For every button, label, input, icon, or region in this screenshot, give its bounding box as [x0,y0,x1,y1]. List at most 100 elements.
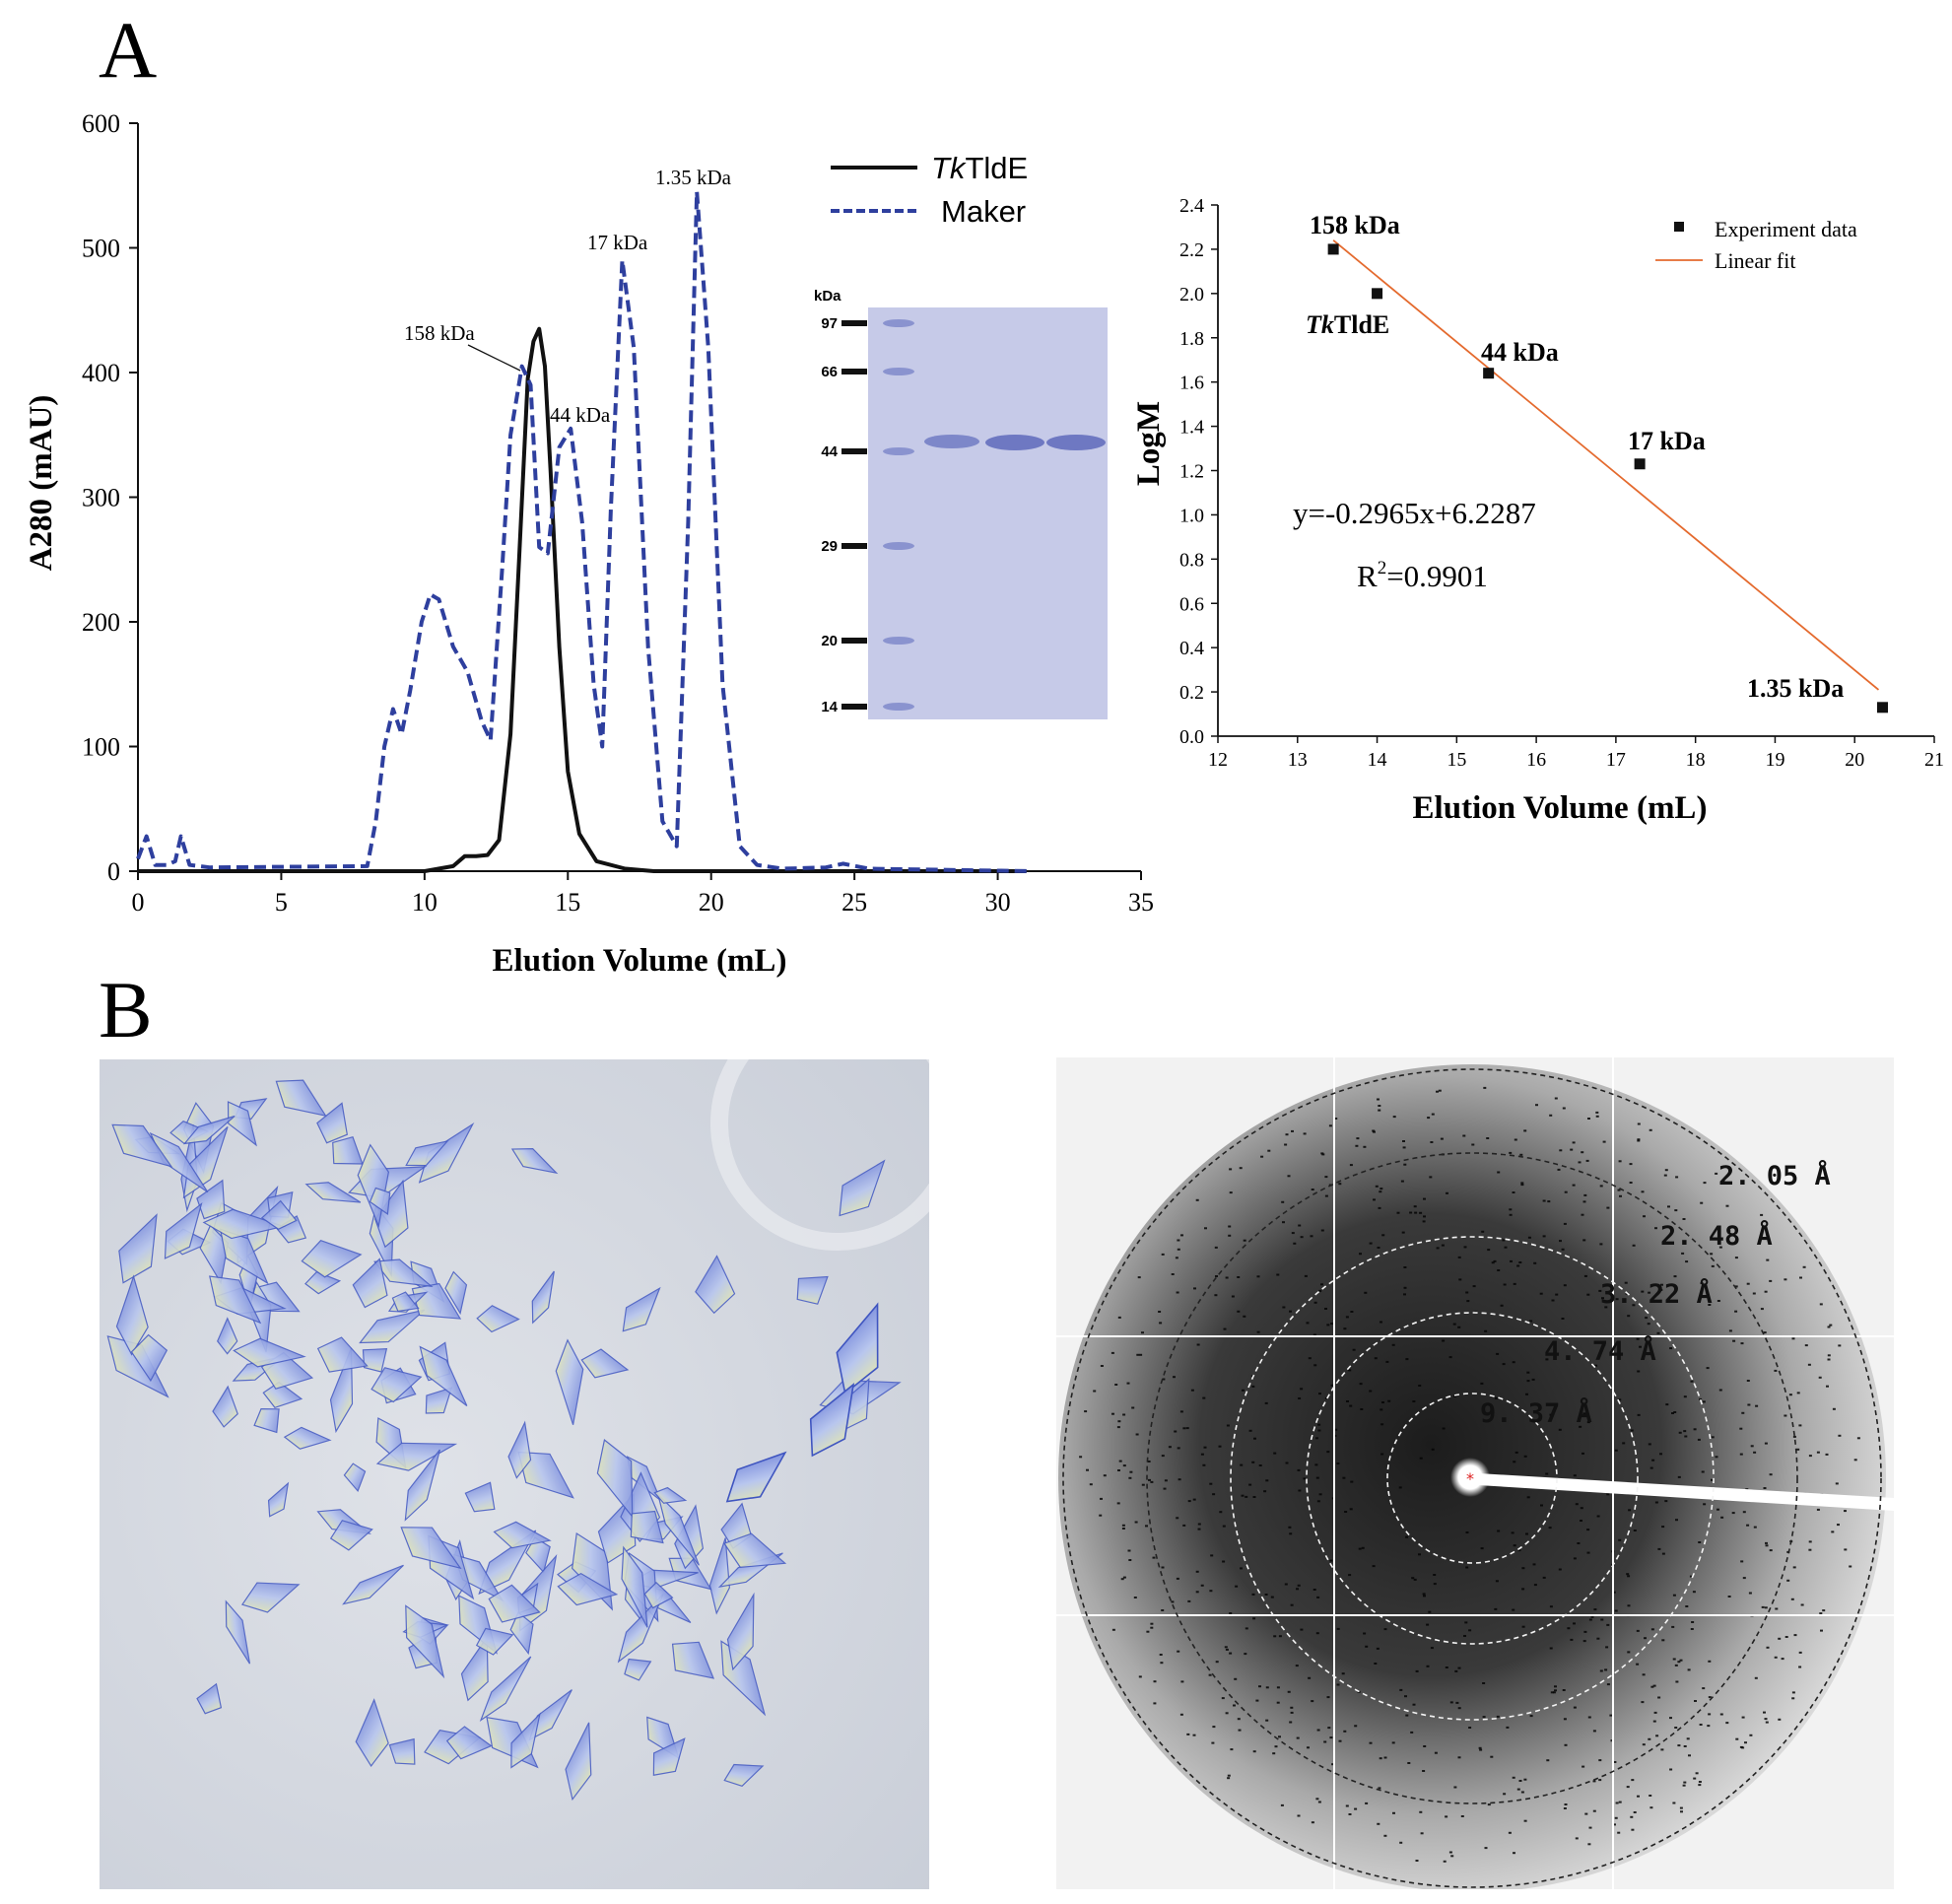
diffraction-spot [1129,1470,1133,1473]
crystal [726,1592,755,1671]
crystal [362,1348,388,1373]
diffraction-spot [1471,1143,1475,1146]
diffraction-spot [1497,1530,1501,1532]
diffraction-spot [1483,1086,1487,1089]
diffraction-spot [1462,1134,1466,1137]
diffraction-spot [1631,1779,1635,1782]
diffraction-spot [1222,1560,1226,1563]
diffraction-spot [1700,1201,1704,1204]
diffraction-spot [1523,1778,1527,1781]
diffraction-spot [1582,1239,1586,1242]
diffraction-spot [1685,1605,1689,1607]
diffraction-spot [1677,1661,1681,1664]
diffraction-spot [1570,1638,1574,1641]
diffraction-spot [1807,1363,1811,1366]
diffraction-spot [1626,1573,1630,1576]
diffraction-spot [1542,1576,1546,1579]
diffraction-spot [1187,1599,1191,1602]
diffraction-spot [1243,1315,1246,1318]
diffraction-spot [1468,1727,1472,1729]
diffraction-spot [1570,1148,1574,1151]
diffraction-spot [1128,1476,1132,1479]
diffraction-spot [1310,1235,1313,1238]
diffraction-spot [1549,1605,1553,1608]
crystal [304,1182,362,1203]
x-tick-label: 20 [1845,749,1864,771]
diffraction-spot [1478,1746,1482,1749]
diffraction-spot [1529,1320,1533,1323]
ring-label-5: 2. 05 Å [1718,1160,1831,1191]
diffraction-spot [1746,1380,1750,1382]
diffraction-spot [1209,1482,1213,1485]
diffraction-spot [1504,1246,1508,1249]
diffraction-spot [1383,1628,1387,1631]
diffraction-spot [1089,1483,1093,1486]
diffraction-spot [1227,1774,1231,1777]
crystal [352,1258,388,1309]
diffraction-spot [1374,1357,1378,1360]
diffraction-spot [1285,1133,1289,1136]
diffraction-spot [1212,1726,1216,1729]
diffraction-spot [1660,1748,1664,1751]
diffraction-spot [1427,1117,1431,1120]
diffraction-spot [1285,1462,1289,1464]
diffraction-spot [1287,1175,1291,1178]
diffraction-spot [1324,1308,1327,1310]
diffraction-spot [1403,1266,1407,1268]
diffraction-spot [1629,1182,1633,1184]
diffraction-spot [1808,1455,1812,1458]
diffraction-spot [1682,1784,1686,1787]
diffraction-spot [1276,1686,1280,1689]
crystal [373,1258,434,1288]
diffraction-spot [1600,1618,1604,1621]
diffraction-spot [1739,1453,1743,1456]
data-point [1372,288,1383,300]
diffraction-spot [1222,1525,1226,1528]
diffraction-spot [1288,1526,1292,1529]
diffraction-spot [1190,1389,1194,1392]
diffraction-spot [1316,1729,1320,1732]
diffraction-spot [1229,1191,1233,1194]
diffraction-spot [1468,1629,1472,1632]
diffraction-spot [1418,1385,1422,1387]
y-tick-label: 1.6 [1179,373,1204,394]
crystal [621,1545,648,1628]
diffraction-spot [1381,1234,1385,1237]
diffraction-spot [1596,1515,1600,1518]
diffraction-spot [1464,1621,1468,1624]
diffraction-spot [1804,1344,1808,1347]
diffraction-spot [1516,1788,1520,1791]
diffraction-spot [1273,1452,1277,1455]
diffraction-spot [1453,1786,1457,1789]
diffraction-spot [1363,1145,1367,1148]
diffraction-spot [1284,1583,1288,1586]
diffraction-spot [1659,1288,1663,1291]
beamstop-arm [1478,1473,1894,1511]
diffraction-spot [1596,1637,1600,1640]
series-group [136,189,1033,873]
diffraction-spot [1674,1727,1678,1729]
x-tick-label: 19 [1765,749,1784,771]
diffraction-spot [1650,1628,1654,1631]
diffraction-spot [1627,1651,1631,1654]
diffraction-spot [1419,1810,1423,1813]
diffraction-spot [1084,1410,1088,1413]
beam-center-marker: * [1466,1469,1474,1488]
diffraction-spot [1419,1457,1423,1460]
crystal [240,1582,301,1613]
diffraction-spot [1844,1510,1847,1513]
diffraction-spot [1832,1407,1836,1410]
diffraction-spot [1413,1205,1417,1208]
diffraction-spot [1230,1748,1234,1751]
crystal [111,1123,173,1168]
crystal [391,1291,420,1313]
diffraction-spot [1734,1285,1738,1288]
diffraction-spot [1592,1730,1596,1733]
diffraction-spot [1516,1264,1520,1267]
diffraction-spot [1523,1129,1527,1132]
diffraction-spot [1742,1511,1746,1514]
diffraction-spot [1520,1184,1524,1187]
diffraction-spot [1348,1813,1352,1815]
diffraction-spot [1486,1137,1490,1139]
diffraction-spot [1419,1211,1423,1214]
